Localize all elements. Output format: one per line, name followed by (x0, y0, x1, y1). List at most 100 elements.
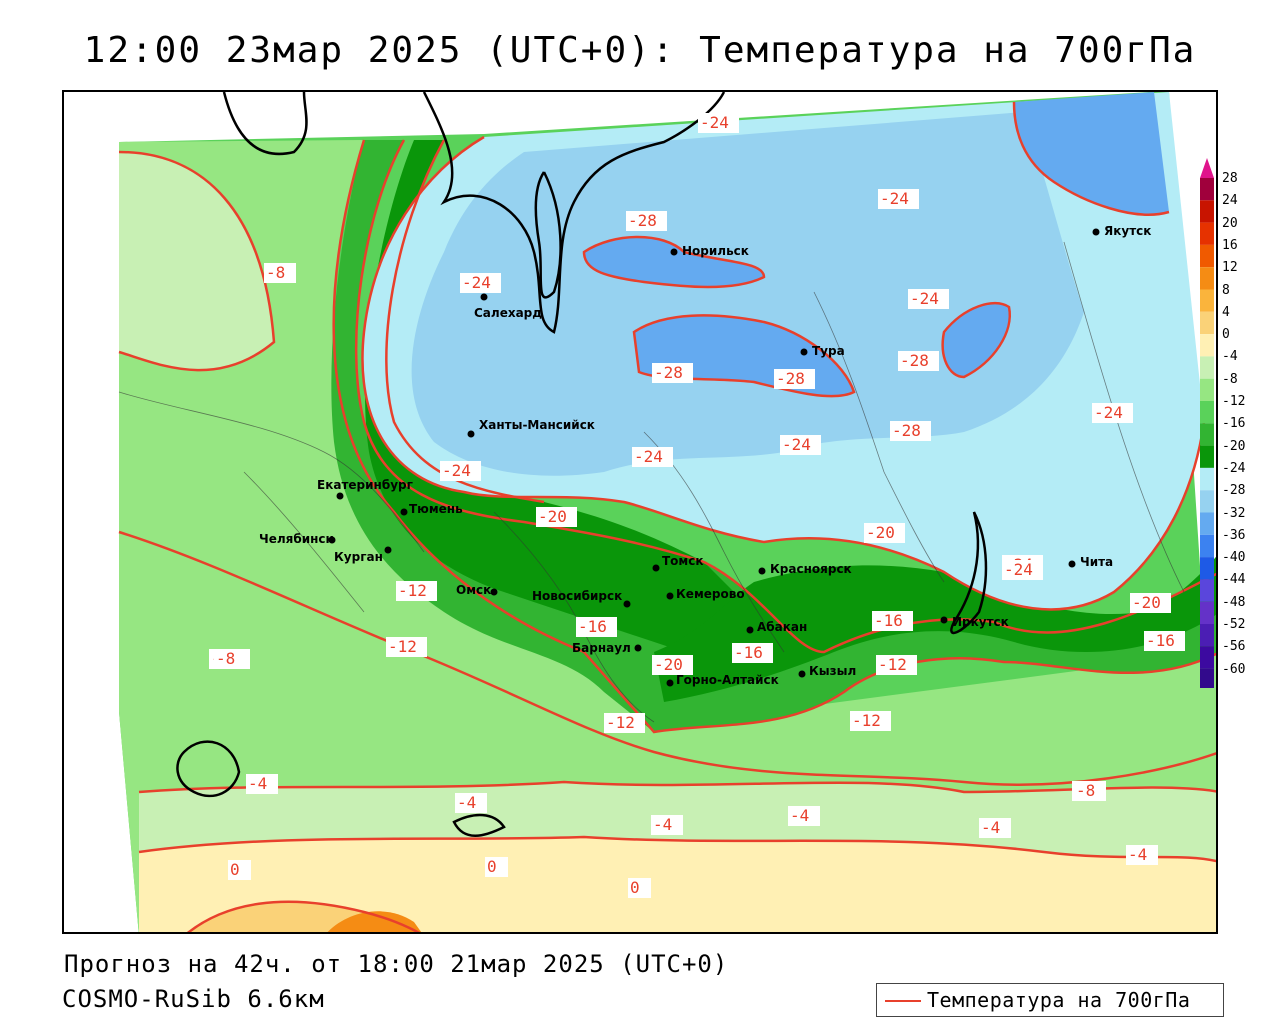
scale-swatch (1200, 334, 1214, 357)
isotherm-label: -8 (266, 263, 285, 282)
color-scale-bar (1200, 158, 1214, 688)
city-novosibirsk: Новосибирск (532, 589, 631, 608)
city-salekhard: Салехард (474, 293, 542, 320)
isotherm-value-labels: -24 -24 -28 -8 -24 -24 -28 -28 -28 -24 -28 -24 -24 -2… (209, 113, 1185, 898)
isotherm-label-bg (698, 113, 739, 133)
isotherm-label-bg (628, 878, 651, 898)
scale-swatch (1200, 178, 1214, 201)
isotherm-label: -24 (1004, 560, 1033, 579)
model-name: COSMO-RuSib 6.6км (62, 985, 325, 1013)
scale-label: 0 (1222, 327, 1230, 343)
scale-swatch (1200, 267, 1214, 290)
city-markers: Норильск Якутск Салехард Тура Ханты-Манс… (259, 224, 1151, 687)
isotherm-label-bg (979, 818, 1011, 838)
svg-text:Абакан: Абакан (757, 620, 807, 634)
scale-label: -40 (1222, 550, 1246, 566)
isotherm-label: -20 (654, 655, 683, 674)
isotherm-label-bg (898, 351, 939, 371)
scale-swatch (1200, 244, 1214, 268)
isotherm-label-bg (780, 435, 821, 455)
isotherm-label: -20 (538, 507, 567, 526)
isotherm-label: 0 (230, 860, 240, 879)
scale-label: -44 (1222, 572, 1246, 588)
band-minus32-northeast (1014, 92, 1169, 215)
svg-text:Курган: Курган (334, 550, 383, 564)
isotherm-label-bg (1002, 560, 1043, 580)
isotherm-label: -24 (782, 435, 811, 454)
scale-label: -48 (1222, 594, 1246, 610)
city-kyzyl: Кызыл (798, 664, 856, 678)
isotherm-label-bg (396, 581, 437, 601)
isotherm-label: -4 (248, 774, 267, 793)
isotherm-label-bg (536, 507, 577, 527)
scale-label: -36 (1222, 527, 1246, 543)
isotherm-label-bg (1126, 845, 1158, 865)
scale-swatch (1200, 423, 1214, 446)
temperature-map[interactable]: Норильск Якутск Салехард Тура Ханты-Манс… (62, 90, 1218, 934)
isotherm-label-bg (774, 369, 815, 389)
scale-label: -52 (1222, 617, 1246, 632)
isotherm-label: -4 (653, 815, 672, 834)
svg-text:Красноярск: Красноярск (770, 562, 852, 576)
scale-label: -28 (1222, 483, 1246, 499)
svg-text:Томск: Томск (662, 554, 704, 568)
isotherm-label: 0 (630, 878, 640, 897)
isotherm-label-bg (651, 815, 683, 835)
scale-swatch (1200, 579, 1214, 602)
admin-borders (118, 241, 1185, 723)
isotherm-label-bg (878, 189, 919, 209)
svg-text:Новосибирск: Новосибирск (532, 589, 622, 603)
band-minus20-west (365, 140, 754, 652)
isotherm-label-bg (652, 363, 693, 383)
scale-label: 4 (1222, 304, 1230, 320)
isotherm-label-bg (460, 273, 501, 293)
scale-label: -60 (1222, 661, 1246, 677)
svg-text:Челябинск: Челябинск (259, 532, 334, 546)
isotherm-label-bg (876, 655, 917, 675)
coastlines (176, 92, 988, 837)
scale-label: -8 (1222, 371, 1238, 387)
band-8-south (327, 911, 422, 932)
city-tomsk: Томск (652, 554, 704, 572)
city-gorno-altaysk: Горно-Алтайск (666, 673, 779, 687)
band-minus32-east (942, 303, 1010, 377)
city-yakutsk: Якутск (1092, 224, 1151, 238)
scale-label: 28 (1222, 171, 1238, 186)
scale-swatch (1200, 356, 1214, 379)
isotherm-label: 0 (487, 857, 497, 876)
isotherm-label-bg (732, 643, 773, 663)
isotherm-lines (118, 101, 1216, 932)
isotherm-label: -16 (874, 611, 903, 630)
band-minus32-norilsk (584, 237, 764, 287)
city-tura: Тура (800, 344, 845, 358)
city-norilsk: Норильск (670, 244, 749, 258)
city-tyumen: Тюмень (400, 502, 463, 516)
scale-swatch (1200, 311, 1214, 335)
scale-swatch (1200, 512, 1214, 535)
isotherm-label-bg (576, 617, 617, 637)
isotherm-label-bg (264, 263, 296, 283)
isotherm-label-bg (864, 523, 905, 543)
isotherm-label: -28 (900, 351, 929, 370)
isotherm-label: -24 (462, 273, 491, 292)
city-irkutsk: Иркутск (940, 615, 1009, 629)
isotherm-label: -12 (398, 581, 427, 600)
city-abakan: Абакан (746, 620, 807, 634)
isotherm-label-bg (850, 711, 891, 731)
svg-text:Салехард: Салехард (474, 306, 542, 320)
scale-label: -16 (1222, 416, 1246, 432)
scale-label: -24 (1222, 460, 1246, 476)
isotherm-label-bg (1092, 403, 1133, 423)
scale-top-arrow (1200, 158, 1214, 178)
isotherm-label: -16 (1146, 631, 1175, 650)
svg-text:Барнаул: Барнаул (572, 641, 631, 655)
isotherm-label: -12 (606, 713, 635, 732)
scale-swatch (1200, 668, 1214, 688)
isotherm-label-bg (890, 421, 931, 441)
isotherm-label-bg (788, 806, 820, 826)
isotherm-label: -28 (654, 363, 683, 382)
band-minus8 (119, 140, 1216, 932)
isotherm-label: -4 (790, 806, 809, 825)
scale-label: 12 (1222, 260, 1238, 276)
scale-swatch (1200, 401, 1214, 424)
